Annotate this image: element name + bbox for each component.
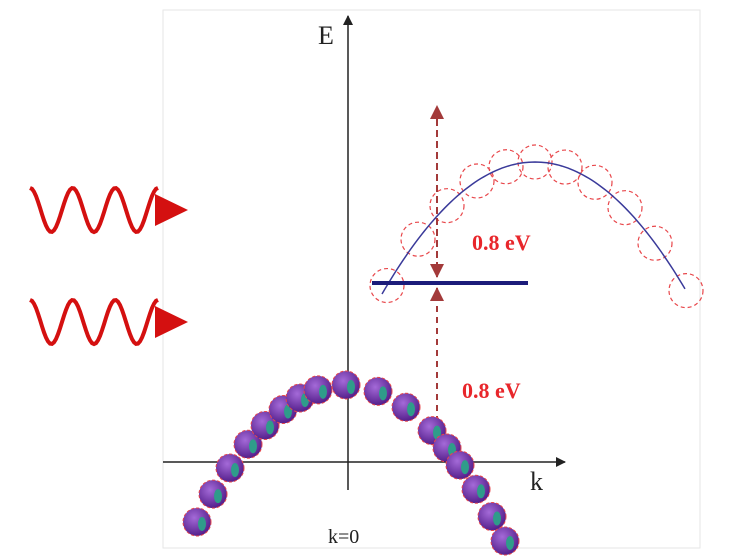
electron-mark	[198, 516, 206, 531]
k-axis-label: k	[530, 467, 543, 496]
electron-mark	[266, 420, 274, 435]
valence-band	[182, 370, 520, 556]
electron	[490, 526, 520, 556]
electron-ball	[391, 392, 421, 422]
electron-mark	[214, 489, 222, 504]
photon-wave	[29, 297, 159, 347]
electron	[250, 410, 280, 440]
electron-ball	[477, 502, 507, 532]
electron	[445, 450, 475, 480]
electron-state	[400, 221, 436, 257]
conduction-band	[369, 144, 704, 309]
electron-state	[607, 190, 643, 226]
electron-mark	[477, 484, 485, 499]
electron-state	[488, 149, 524, 185]
photon-head	[155, 306, 188, 338]
electron	[303, 375, 333, 405]
electron-state	[369, 267, 405, 304]
electron-ball	[490, 526, 520, 556]
electron	[363, 376, 393, 406]
electron	[215, 453, 245, 483]
electron-ball	[198, 479, 228, 509]
electron-mark	[461, 460, 469, 475]
electron-ball	[303, 375, 333, 405]
electron-ball	[461, 474, 491, 504]
electron-ball	[445, 450, 475, 480]
electron-state	[429, 188, 465, 224]
electron-mark	[379, 386, 387, 401]
e-axis-label: E	[318, 21, 334, 50]
band-curve	[381, 161, 686, 295]
electron-state	[517, 144, 553, 180]
electron	[233, 429, 263, 459]
electron-mark	[249, 439, 257, 454]
electron-mark	[347, 380, 355, 394]
electron-mark	[493, 511, 501, 526]
electron-state	[577, 164, 613, 200]
energy-label: 0.8 eV	[472, 230, 531, 255]
electron-state	[547, 149, 583, 185]
electron-ball	[331, 370, 361, 400]
electron	[182, 507, 212, 537]
electron-mark	[506, 535, 514, 550]
electron-state	[459, 163, 495, 199]
origin-label: k=0	[328, 526, 359, 548]
electron-mark	[407, 402, 415, 417]
frame	[162, 9, 701, 549]
photon-head	[155, 194, 188, 226]
electron-state	[668, 272, 704, 309]
electron-mark	[231, 463, 239, 478]
photons	[29, 185, 188, 347]
electron	[477, 502, 507, 532]
electron	[331, 370, 361, 400]
photon-wave	[29, 185, 159, 235]
electron-ball	[363, 376, 393, 406]
electron-state	[637, 225, 673, 261]
electron	[461, 474, 491, 504]
electron-ball	[215, 453, 245, 483]
electron	[391, 392, 421, 422]
energy-label: 0.8 eV	[462, 378, 521, 403]
electron-ball	[182, 507, 212, 537]
electron	[198, 479, 228, 509]
electron-mark	[319, 384, 327, 399]
